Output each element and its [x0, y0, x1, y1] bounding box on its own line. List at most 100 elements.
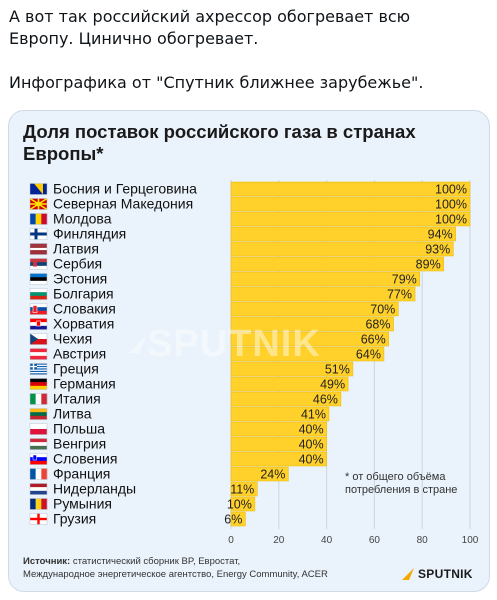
flag-hr-icon: [30, 325, 47, 330]
data-label: 24%: [260, 468, 285, 482]
flag-pl-icon: [29, 423, 48, 435]
infographic-card[interactable]: 0 20 40 60 80 100 Босния и Герцеговина 100% Севе…: [8, 110, 490, 592]
flag-it-icon: [29, 393, 48, 405]
data-label: 68%: [365, 318, 390, 332]
flag-rs-icon: [30, 262, 47, 267]
data-label: 6%: [224, 513, 242, 527]
flag-ee-icon: [30, 280, 47, 285]
data-label: 70%: [370, 303, 395, 317]
category-label: Босния и Герцеговина: [53, 181, 197, 197]
flag-rs-icon: [30, 258, 47, 263]
data-label: 40%: [299, 423, 324, 437]
data-label: 40%: [299, 438, 324, 452]
flag-at-icon: [29, 348, 48, 360]
data-label: 100%: [435, 213, 467, 227]
flag-ge-icon: [30, 517, 47, 521]
flag-hu-icon: [30, 445, 47, 450]
x-tick-label: 20: [273, 535, 285, 546]
flag-it-icon: [35, 393, 42, 405]
data-label: 51%: [325, 363, 350, 377]
flag-cz-icon: [30, 339, 47, 345]
source-label: Источник:: [23, 556, 71, 567]
bar-chart: 0 20 40 60 80 100 Босния и Герцеговина 100% Севе…: [29, 180, 479, 546]
flag-lt-icon: [30, 412, 47, 417]
bar: [230, 406, 330, 422]
flag-lt-icon: [30, 408, 47, 413]
tweet-line-1: А вот так российский ахрессор обогревает…: [9, 7, 411, 26]
category-label: Германия: [53, 376, 116, 392]
category-label: Греция: [53, 361, 99, 377]
category-label: Словения: [53, 451, 117, 467]
flag-gr-icon: [30, 369, 47, 372]
bar: [230, 286, 416, 302]
bar: [230, 346, 385, 362]
flag-gr-icon: [30, 373, 47, 375]
x-tick-label: 60: [369, 535, 381, 546]
bar: [230, 196, 471, 212]
flag-md-icon: [35, 213, 42, 225]
flag-mk-icon: [36, 201, 41, 207]
bar: [230, 331, 389, 347]
flag-ee-icon: [30, 277, 47, 282]
x-tick-label: 40: [321, 535, 333, 546]
bar: [230, 181, 471, 197]
flag-sk-icon: [30, 307, 47, 312]
category-label: Сербия: [53, 256, 102, 272]
flag-si-icon: [32, 454, 37, 461]
data-label: 89%: [416, 258, 441, 272]
data-label: 40%: [299, 453, 324, 467]
category-label: Финляндия: [53, 226, 126, 242]
data-label: 41%: [301, 408, 326, 422]
flag-fi-icon: [29, 228, 48, 240]
flag-lv-icon: [30, 250, 47, 253]
flag-hu-icon: [30, 442, 47, 447]
chart-title-line-2: Европы*: [23, 143, 104, 164]
flag-gr-icon: [30, 363, 47, 365]
category-label: Чехия: [53, 331, 92, 347]
flag-ee-icon: [29, 273, 48, 285]
flag-ba-icon: [34, 183, 43, 195]
tweet-text: А вот так российский ахрессор обогревает…: [9, 6, 489, 94]
bar: [230, 511, 246, 527]
flag-hr-icon: [36, 320, 41, 327]
bar: [230, 361, 354, 377]
source-text-2: Международное энергетическое агентство, …: [23, 569, 328, 580]
bar: [230, 256, 444, 272]
category-label: Литва: [53, 406, 92, 422]
flag-lv-icon: [30, 243, 47, 246]
flag-ge-icon: [29, 513, 48, 525]
bar: [230, 271, 421, 287]
flag-gr-icon: [30, 368, 47, 370]
flag-fr-icon: [30, 468, 36, 480]
category-label: Италия: [53, 391, 101, 407]
flag-hr-icon: [30, 318, 47, 323]
flag-cz-icon: [30, 333, 38, 345]
flag-md-icon: [41, 213, 48, 225]
flag-si-icon: [30, 453, 47, 458]
flag-bg-icon: [30, 288, 47, 293]
flag-it-icon: [41, 393, 48, 405]
flag-de-icon: [30, 385, 47, 390]
x-tick-label: 80: [417, 535, 429, 546]
bar: [230, 316, 394, 332]
bar: [230, 451, 327, 467]
category-label: Нидерланды: [53, 481, 136, 497]
flag-hu-icon: [29, 438, 48, 450]
flag-md-icon: [30, 213, 36, 225]
flag-fr-icon: [35, 468, 42, 480]
chart-title: Доля поставок российского газа в странах…: [23, 121, 483, 165]
flag-rs-icon: [33, 260, 37, 267]
flag-bg-icon: [30, 295, 47, 300]
flag-lt-icon: [29, 408, 48, 420]
flag-lv-icon: [29, 243, 48, 255]
category-label: Грузия: [53, 511, 96, 527]
logo-text: SPUTNIK: [418, 567, 473, 581]
data-label: 93%: [425, 243, 450, 257]
flag-fi-icon: [30, 232, 47, 236]
flag-gr-icon: [30, 365, 47, 368]
flag-lv-icon: [30, 245, 47, 249]
category-label: Хорватия: [53, 316, 114, 332]
flag-md-icon: [29, 213, 48, 225]
flag-fr-icon: [41, 468, 48, 480]
flag-de-icon: [30, 378, 47, 383]
